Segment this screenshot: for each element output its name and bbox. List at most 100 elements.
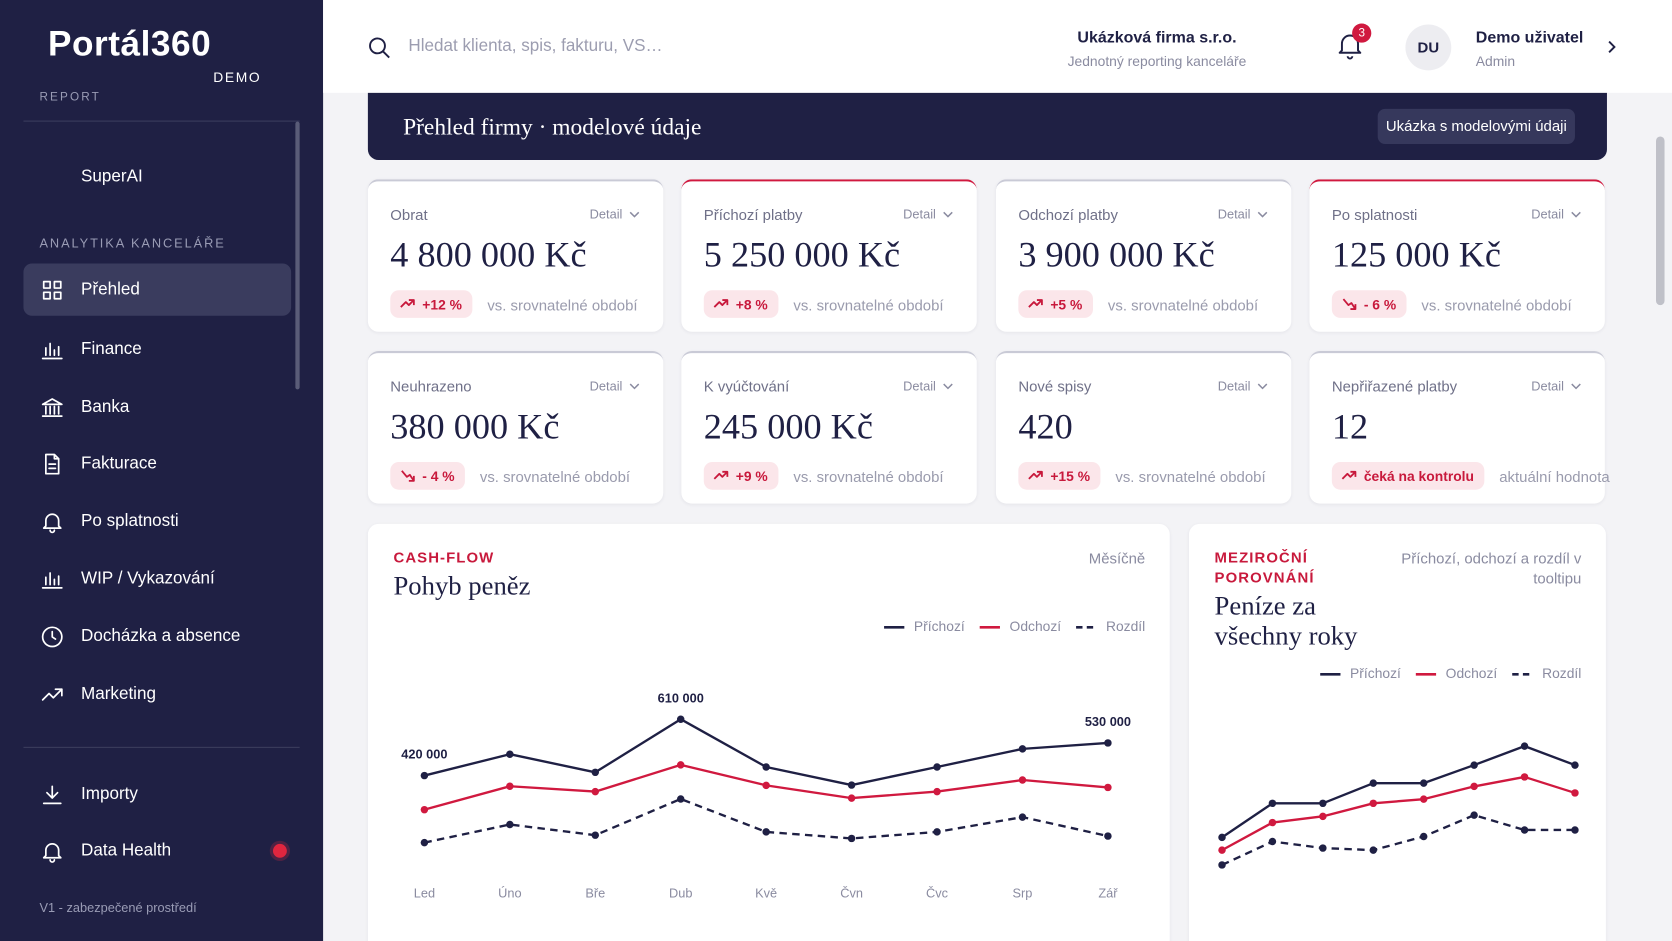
kpi-note: vs. srovnatelné období: [479, 468, 631, 486]
nav-icon: [41, 572, 63, 589]
value-label: 530 000: [1085, 714, 1131, 729]
detail-chevron: [629, 383, 640, 390]
nav-item[interactable]: Data Health: [81, 841, 172, 860]
kpi-card[interactable]: Nepřiřazené platby Detail 12 čeká na kontro…: [1309, 351, 1610, 504]
series-point: [1018, 745, 1027, 753]
kpi-value: 5 250 000 Kč: [703, 235, 901, 276]
kpi-change: +12 %: [390, 290, 473, 318]
nav-item[interactable]: Po splatnosti: [81, 512, 179, 531]
kpi-detail[interactable]: Detail: [903, 206, 936, 222]
chevron-shape: [943, 211, 953, 218]
banner-button[interactable]: Ukázka s modelovými údaji: [1377, 108, 1575, 145]
series-point: [1419, 795, 1428, 803]
series-point: [420, 771, 429, 780]
kpi-value: 245 000 Kč: [703, 407, 873, 448]
series-point: [1470, 811, 1478, 819]
nav-item[interactable]: Marketing: [81, 684, 156, 704]
kpi-label: Nové spisy: [1018, 377, 1092, 395]
kpi-card[interactable]: Po splatnosti Detail 125 000 Kč - 6 % vs. sr…: [1309, 179, 1605, 332]
kpi-label: Odchozí platby: [1018, 205, 1118, 223]
chart-card: MEZIROČNÍ POROVNÁNÍ Peníze za všechny rok…: [1188, 523, 1606, 941]
arrow-shape: [713, 470, 729, 480]
kpi-label: K vyúčtování: [703, 377, 790, 395]
kpi-note: vs. srovnatelné období: [1107, 296, 1259, 314]
series-point: [420, 838, 429, 847]
nav-item[interactable]: SuperAI: [81, 167, 143, 186]
kpi-label: Po splatnosti: [1331, 205, 1418, 223]
legend-label: Příchozí: [914, 618, 965, 634]
kpi-card[interactable]: K vyúčtování Detail 245 000 Kč +9 % vs. srov…: [681, 351, 977, 504]
kpi-detail[interactable]: Detail: [1217, 378, 1251, 394]
kpi-card[interactable]: Neuhrazeno Detail 380 000 Kč - 4 % vs. srovn…: [367, 351, 664, 504]
kpi-change-text: +9 %: [735, 467, 768, 484]
nav-item[interactable]: Přehled: [81, 280, 140, 299]
x-tick-label: Bře: [585, 885, 605, 900]
series-point: [933, 787, 941, 796]
nav-item[interactable]: Fakturace: [81, 454, 157, 473]
series-point: [1571, 761, 1579, 769]
detail-chevron: [1571, 211, 1581, 218]
kpi-detail[interactable]: Detail: [1217, 206, 1251, 222]
kpi-detail[interactable]: Detail: [1531, 206, 1564, 222]
kpi-detail[interactable]: Detail: [589, 378, 623, 394]
chevron[interactable]: [1606, 39, 1619, 54]
series-point: [1218, 833, 1226, 842]
series-line: [424, 718, 1108, 787]
chevron-shape: [629, 383, 640, 390]
legend-label: Rozdíl: [1542, 665, 1581, 681]
sidebar: Portál360 DEMO REPORT SuperAI ANALYTIKA …: [0, 0, 324, 941]
kpi-value: 3 900 000 Kč: [1018, 235, 1215, 276]
series-point: [1520, 773, 1529, 781]
header: Hledat klienta, spis, fakturu, VS… Ukázk…: [323, 0, 1672, 93]
kpi-note: vs. srovnatelné období: [1115, 468, 1266, 486]
kpi-detail[interactable]: Detail: [1531, 378, 1564, 394]
kpi-card[interactable]: Nové spisy Detail 420 +15 % vs. srovnatelné …: [995, 351, 1292, 504]
series-point: [506, 782, 514, 790]
chart-kicker: MEZIROČNÍ POROVNÁNÍ: [1214, 548, 1315, 586]
kpi-detail[interactable]: Detail: [903, 378, 936, 394]
icon-shape: [41, 572, 63, 589]
detail-chevron: [1257, 383, 1268, 390]
scrollbar: [295, 121, 300, 390]
chart-kicker: CASH-FLOW: [393, 548, 495, 566]
series-line: [1221, 775, 1576, 852]
kpi-card[interactable]: Odchozí platby Detail 3 900 000 Kč +5 % vs. …: [995, 179, 1292, 332]
footer: V1 - zabezpečené prostředí: [39, 900, 197, 916]
trend-arrow: [400, 299, 415, 308]
series-point: [1218, 861, 1226, 869]
kpi-value: 420: [1018, 407, 1073, 448]
company[interactable]: Ukázková firma s.r.o.: [1077, 28, 1237, 47]
icon-shape: [42, 785, 62, 805]
nav-item[interactable]: Finance: [81, 340, 142, 359]
kpi-card[interactable]: Obrat Detail 4 800 000 Kč +12 % vs. srovnate…: [367, 179, 664, 332]
kpi-label: Příchozí platby: [703, 205, 803, 223]
legend-label: Rozdíl: [1106, 618, 1145, 634]
x-tick-label: Dub: [669, 885, 692, 900]
series-point: [1268, 799, 1277, 808]
kpi-label: Nepřiřazené platby: [1331, 377, 1458, 395]
chart-title: Pohyb peněz: [393, 571, 531, 601]
nav-item[interactable]: Banka: [81, 397, 130, 417]
kpi-detail[interactable]: Detail: [589, 206, 623, 222]
detail-chevron: [629, 211, 640, 218]
trend-arrow: [1341, 470, 1357, 480]
series-point: [1520, 826, 1529, 834]
series-point: [591, 787, 600, 796]
chart-plot: Rozdíl Odchozí Příchozí Led Úno Bře Dub Kvě Čvn Č…: [401, 618, 1145, 900]
nav-item[interactable]: WIP / Vykazování: [81, 569, 215, 588]
series-point: [762, 828, 770, 836]
chart-title: Peníze za všechny roky: [1214, 592, 1358, 651]
kpi-value: 125 000 Kč: [1331, 235, 1502, 276]
nav-item[interactable]: Docházka a absence: [81, 627, 241, 646]
kpi-note: vs. srovnatelné období: [793, 468, 944, 486]
series-point: [1319, 844, 1327, 852]
chart-period[interactable]: Měsíčně: [1088, 549, 1146, 567]
banner-title: Přehled firmy · modelové údaje: [403, 113, 702, 140]
kpi-card[interactable]: Příchozí platby Detail 5 250 000 Kč +8 % vs.…: [681, 179, 977, 332]
nav-item[interactable]: Importy: [81, 785, 138, 804]
banner: Přehled firmy · modelové údaje Ukázka s …: [367, 92, 1607, 161]
avatar[interactable]: DU: [1405, 24, 1452, 71]
chart-period[interactable]: Příchozí, odchozí a rozdíl v tooltipu: [1401, 549, 1582, 587]
search-input[interactable]: Hledat klienta, spis, fakturu, VS…: [408, 37, 663, 56]
icon-shape: [41, 626, 63, 648]
